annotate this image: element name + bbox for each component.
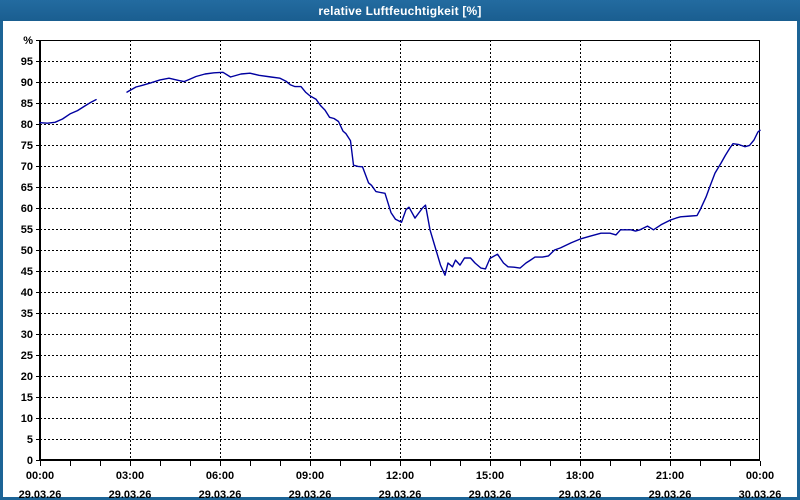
humidity-line-chart: %959085807570656055504540353025201510500… (19, 35, 782, 500)
y-unit-label: % (23, 35, 33, 47)
x-tick-date-label: 29.03.26 (379, 489, 422, 500)
x-tick-date-label: 29.03.26 (19, 489, 62, 500)
x-tick-time-label: 18:00 (566, 470, 594, 482)
window-title: relative Luftfeuchtigkeit [%] (318, 3, 482, 18)
y-tick-label: 10 (21, 413, 33, 425)
x-tick-date-label: 29.03.26 (109, 489, 152, 500)
y-tick-label: 40 (21, 287, 33, 299)
x-tick-time-label: 15:00 (476, 470, 504, 482)
x-tick-date-label: 30.03.26 (739, 489, 782, 500)
humidity-series-line (39, 98, 97, 124)
axes (36, 40, 761, 466)
y-tick-label: 15 (21, 392, 33, 404)
humidity-series-line (126, 71, 761, 276)
y-tick-label: 85 (21, 98, 33, 110)
y-tick-label: 60 (21, 203, 33, 215)
x-tick-time-label: 09:00 (296, 470, 324, 482)
x-tick-time-label: 06:00 (206, 470, 234, 482)
y-tick-label: 90 (21, 77, 33, 89)
x-tick-time-label: 12:00 (386, 470, 414, 482)
y-tick-label: 55 (21, 224, 33, 236)
y-tick-label: 65 (21, 182, 33, 194)
x-tick-time-label: 00:00 (746, 470, 774, 482)
x-tick-date-label: 29.03.26 (289, 489, 332, 500)
window-titlebar: relative Luftfeuchtigkeit [%] (0, 0, 800, 21)
y-tick-label: 35 (21, 308, 33, 320)
y-tick-label: 95 (21, 56, 33, 68)
x-tick-time-label: 03:00 (116, 470, 144, 482)
grid-lines (40, 40, 760, 460)
x-tick-date-label: 29.03.26 (559, 489, 602, 500)
axis-labels: %959085807570656055504540353025201510500… (19, 35, 782, 500)
data-series (39, 71, 761, 276)
x-tick-time-label: 00:00 (26, 470, 54, 482)
y-tick-label: 45 (21, 266, 33, 278)
y-tick-label: 70 (21, 161, 33, 173)
y-tick-label: 5 (27, 434, 33, 446)
y-tick-label: 0 (27, 455, 33, 467)
y-tick-label: 25 (21, 350, 33, 362)
y-tick-label: 20 (21, 371, 33, 383)
x-tick-time-label: 21:00 (656, 470, 684, 482)
chart-area: % 95 90 85 80 75 70 65 60 55 50 45 40 35 30 25 20 15 10 5 0 0… (3, 21, 797, 500)
y-tick-label: 80 (21, 119, 33, 131)
x-tick-date-label: 29.03.26 (649, 489, 692, 500)
x-tick-date-label: 29.03.26 (469, 489, 512, 500)
y-tick-label: 30 (21, 329, 33, 341)
y-tick-label: 50 (21, 245, 33, 257)
y-tick-label: 75 (21, 140, 33, 152)
x-tick-date-label: 29.03.26 (199, 489, 242, 500)
